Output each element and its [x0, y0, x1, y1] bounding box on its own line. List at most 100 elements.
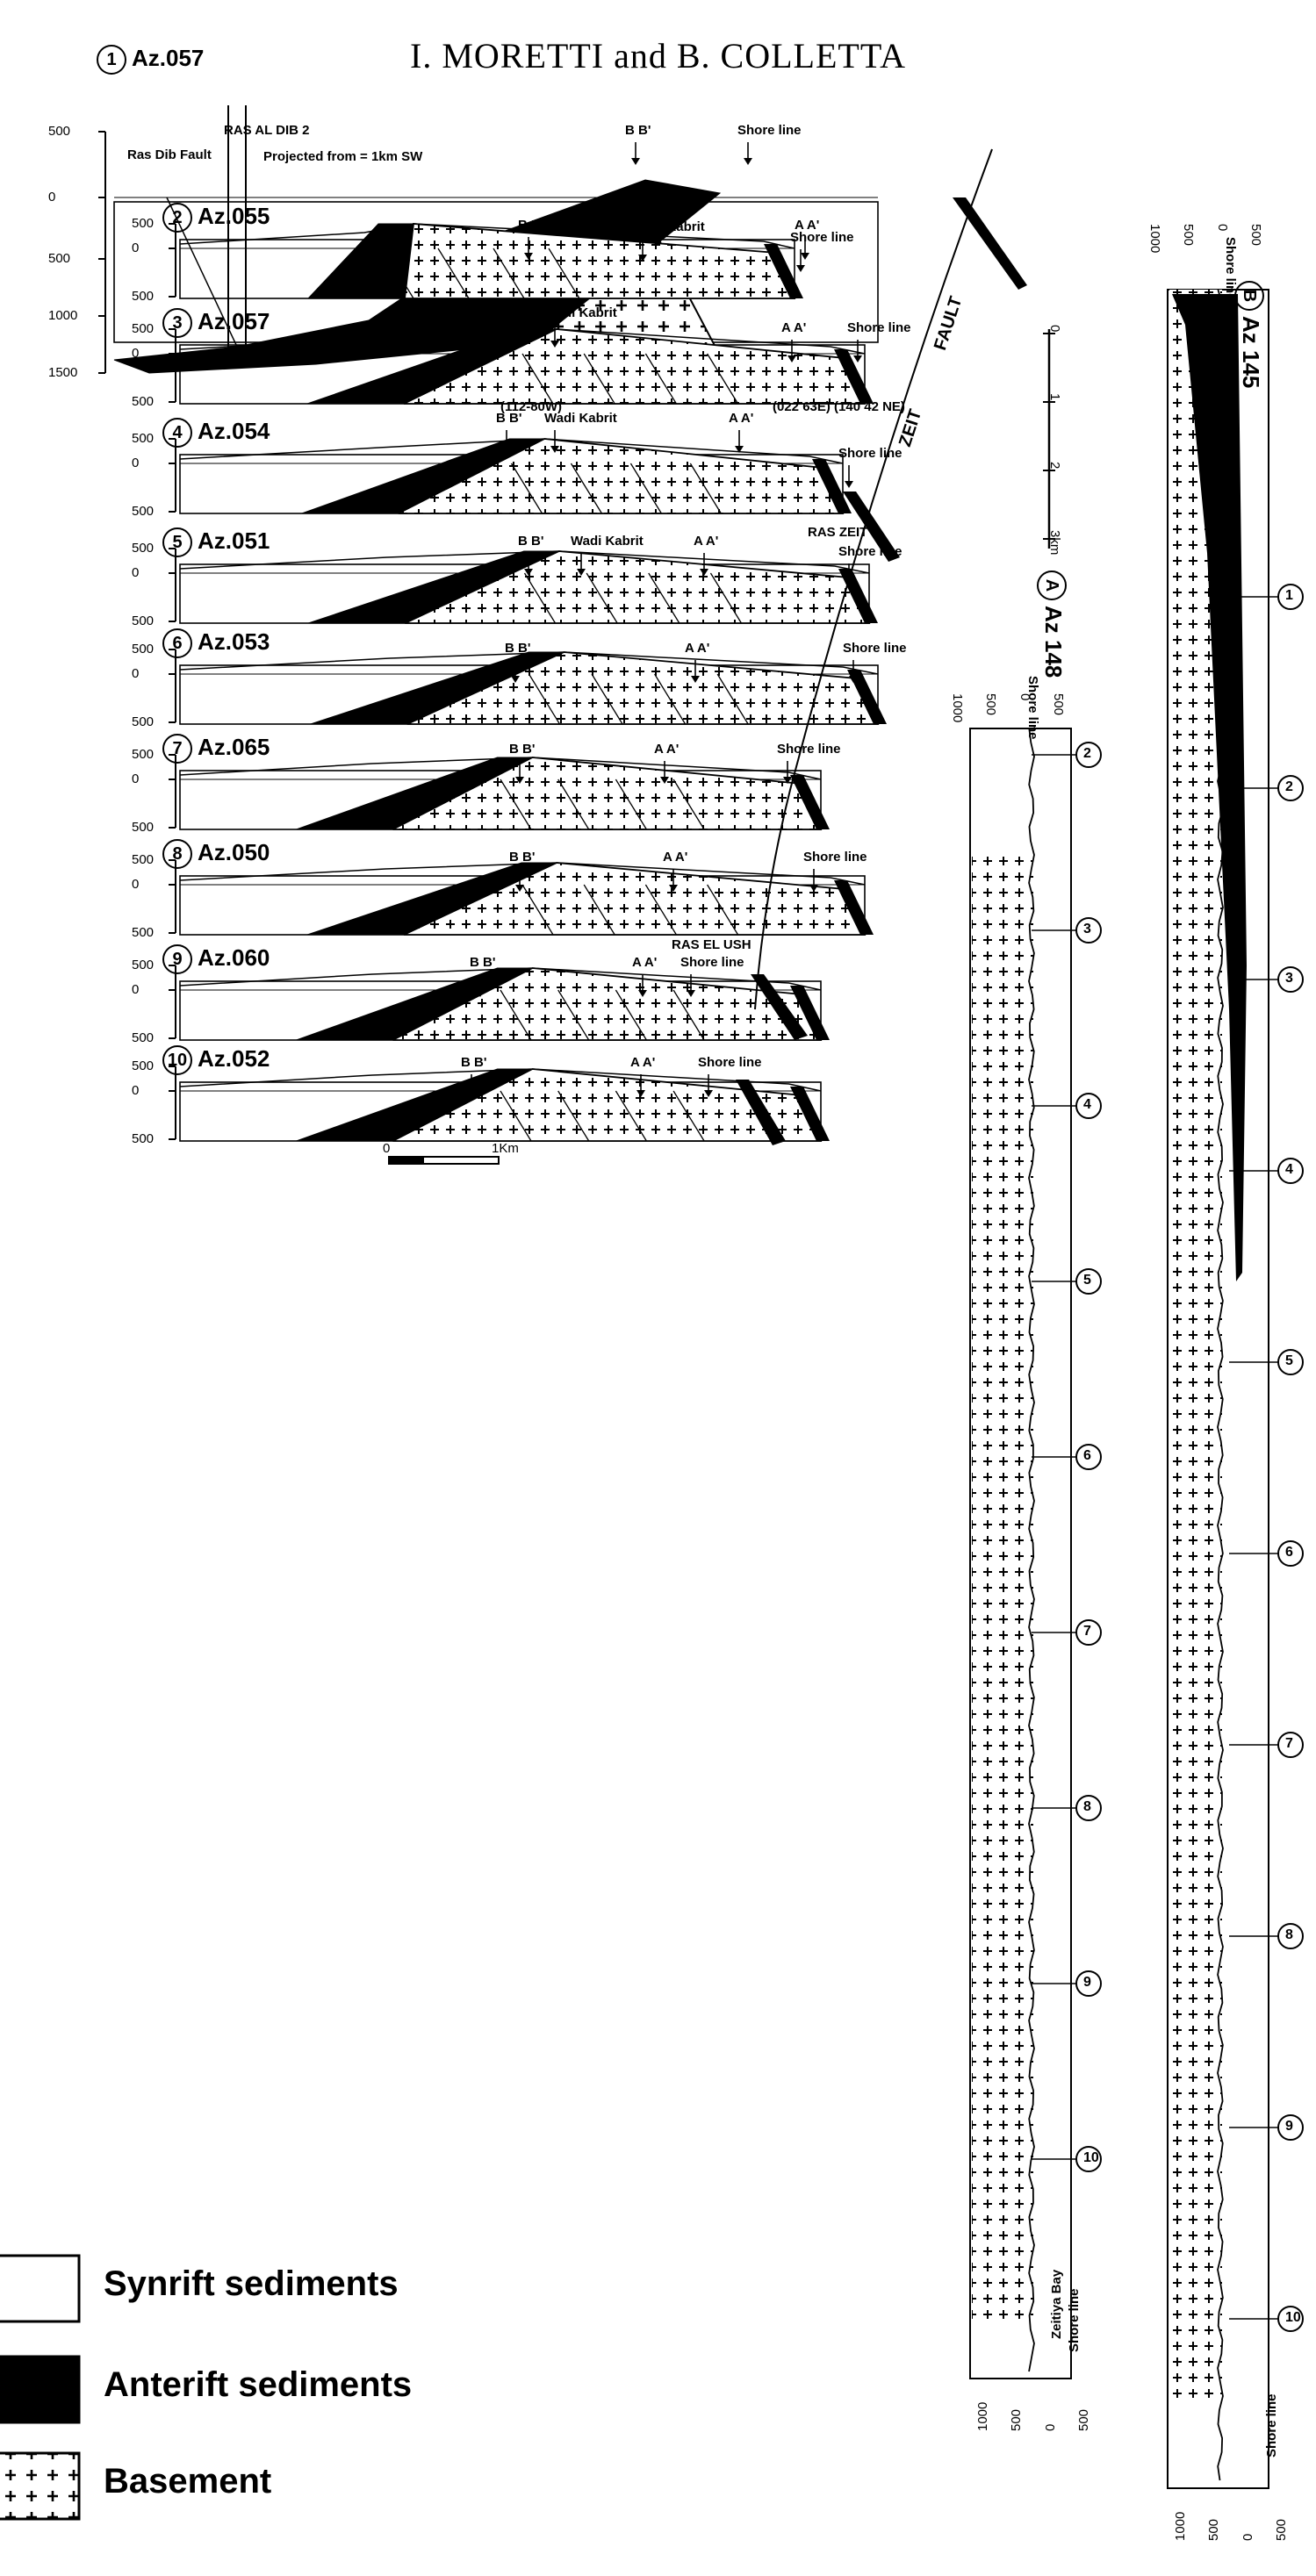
legend-swatch-basement — [0, 2451, 81, 2521]
section-marker — [1075, 1268, 1102, 1295]
section-annotation: Shore line — [737, 123, 802, 138]
arrowhead — [853, 355, 862, 362]
section-marker-label: 3 — [1083, 922, 1091, 936]
topography-line — [179, 223, 795, 249]
section-marker-label: 10 — [1083, 2150, 1099, 2165]
anterift-band — [113, 179, 722, 374]
section-number: 3 — [162, 308, 192, 339]
section-azimuth: Az.051 — [198, 527, 270, 554]
topography-line — [179, 651, 879, 675]
shore-line-start: Shore line — [1025, 676, 1040, 740]
section-annotation: B B' — [496, 411, 522, 426]
arrowhead — [660, 777, 669, 784]
section-annotation: Shore line — [680, 955, 744, 970]
depth-tick-label: 500 — [132, 321, 155, 336]
section-annotation: Shore line — [698, 1055, 762, 1070]
section-azimuth: Az.050 — [198, 839, 270, 865]
section-annotation: B B' — [470, 955, 496, 970]
arrowhead — [809, 885, 818, 892]
anterift-wedge — [834, 349, 874, 404]
section-marker-label: 7 — [1285, 1736, 1293, 1751]
section-marker-label: 4 — [1285, 1162, 1293, 1177]
section-marker-label: 3 — [1285, 971, 1293, 986]
depth-tick-label: 500 — [132, 216, 155, 231]
cross-section-10 — [169, 1066, 830, 1142]
section-title: 9 Az.060 — [162, 944, 270, 975]
depth-tick-label: 1500 — [48, 365, 78, 380]
section-annotation: B B' — [518, 534, 544, 549]
section-marker — [1075, 1619, 1102, 1646]
depth-tick-label: 500 — [132, 714, 155, 729]
fault-trace — [629, 463, 662, 514]
section-marker — [1277, 1540, 1304, 1567]
depth-tick-label: 1000 — [950, 693, 965, 723]
fault-trace — [521, 353, 554, 405]
section-annotation: B B' — [518, 218, 544, 233]
depth-tick-label: 500 — [132, 289, 155, 304]
anterift-band — [1172, 294, 1247, 1281]
fault-trace — [382, 248, 414, 299]
arrowhead — [502, 446, 511, 453]
depth-tick-label: 500 — [132, 852, 155, 867]
fault-trace — [570, 463, 603, 514]
depth-tick-label: 500 — [48, 251, 71, 266]
depth-tick-label: 1000 — [1147, 224, 1162, 254]
anterift-wedge — [790, 775, 830, 829]
fault-block — [751, 974, 808, 1040]
vertical-scale-label: 0 — [1047, 325, 1062, 333]
long-section-azimuth: Az 145 — [1238, 316, 1264, 389]
arrowhead — [783, 777, 792, 784]
section-annotation: B B' — [509, 305, 536, 320]
section-marker-label: 8 — [1285, 1927, 1293, 1942]
arrowhead — [476, 990, 485, 997]
depth-tick-label: 500 — [1248, 224, 1263, 247]
fault-trace — [523, 572, 557, 624]
section-marker — [1277, 2306, 1304, 2332]
section-number: 7 — [162, 734, 192, 764]
section-annotation: A A' — [781, 320, 807, 335]
fault-trace — [500, 1090, 532, 1142]
arrowhead — [704, 1090, 713, 1097]
fault-trace — [500, 779, 532, 830]
section-title: 7 Az.065 — [162, 734, 270, 764]
section-marker-label: 8 — [1083, 1799, 1091, 1814]
topography-line — [179, 550, 870, 574]
section-marker — [1277, 1349, 1304, 1375]
depth-tick-label: 500 — [132, 541, 155, 556]
section-marker-label: 9 — [1083, 1975, 1091, 1990]
section-marker — [1277, 1732, 1304, 1758]
section-marker-label: 5 — [1285, 1353, 1293, 1368]
long-section-title: B Az 145 — [1233, 281, 1264, 389]
anterift-wedge — [812, 459, 852, 513]
depth-tick-label: 0 — [132, 877, 140, 892]
arrowhead — [550, 446, 559, 453]
section-marker-label: 5 — [1083, 1273, 1091, 1288]
anterift-wedge — [834, 880, 874, 935]
section-azimuth: Az.057 — [132, 45, 205, 71]
fault-trace — [557, 989, 590, 1041]
depth-tick-label: 500 — [132, 958, 155, 972]
arrowhead — [467, 1090, 476, 1097]
section-annotation: A A' — [694, 534, 719, 549]
topography-line — [179, 1068, 822, 1092]
arrowhead — [845, 579, 853, 586]
arrowhead — [700, 569, 708, 576]
section-annotation: Shore line — [847, 320, 911, 335]
arrowhead — [669, 885, 678, 892]
anterift-wedge — [790, 1087, 830, 1141]
depth-tick-label: 0 — [132, 346, 140, 361]
topography-line — [1217, 289, 1224, 2481]
section-title: 1 Az.057 — [97, 45, 204, 75]
section-annotation: Shore line — [838, 544, 903, 559]
depth-tick-label: 1000 — [48, 308, 78, 323]
arrowhead — [524, 253, 533, 260]
section-azimuth: Az.053 — [198, 628, 270, 655]
topography-line — [1028, 728, 1035, 2372]
fault-trace — [648, 572, 680, 624]
legend-label-synrift: Synrift sediments — [104, 2264, 399, 2303]
section-marker-label: 6 — [1285, 1545, 1293, 1560]
shore-line-end: Shore line — [1067, 2288, 1082, 2352]
depth-tick-label: 0 — [1042, 2423, 1058, 2431]
fault-trace — [654, 673, 687, 725]
section-annotation: B B' — [505, 641, 531, 656]
